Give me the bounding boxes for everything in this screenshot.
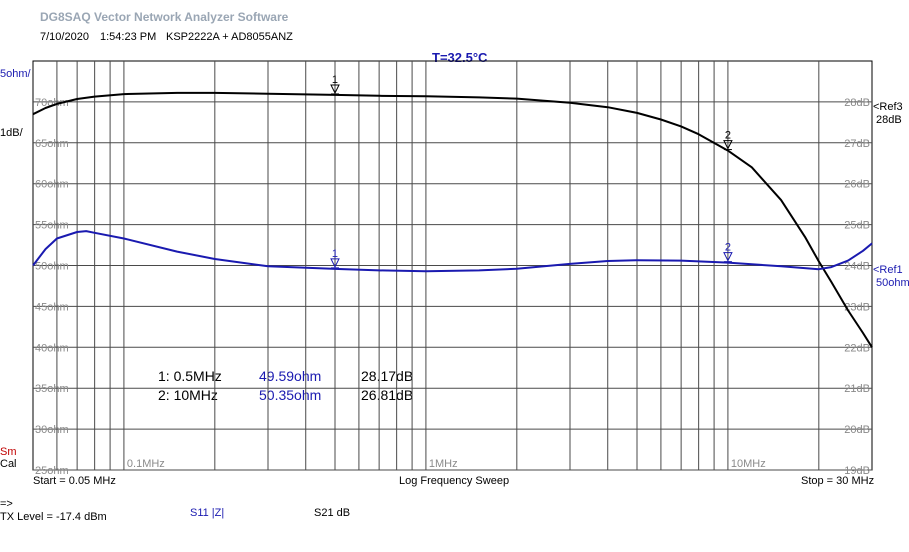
marker-2-gain: 26.81dB — [361, 387, 414, 403]
marker-s11-2-triangle — [723, 252, 733, 262]
series-s11-impedance — [32, 230, 873, 273]
right-tick-label: 25dB — [844, 220, 870, 232]
left-tick-label: 40ohm — [35, 342, 69, 354]
right-tick-label: 19dB — [844, 465, 870, 477]
marker-s21-2-label: 2 — [725, 130, 731, 142]
left-tick-label: 25ohm — [35, 465, 69, 477]
right-tick-label: 24dB — [844, 261, 870, 273]
arrow-indicator: => — [0, 498, 13, 510]
sweep-date: 7/10/2020 — [40, 31, 89, 43]
marker-1-gain: 28.17dB — [361, 368, 414, 384]
left-tick-label: 50ohm — [35, 261, 69, 273]
left-tick-label: 30ohm — [35, 424, 69, 436]
series-s21-gain — [32, 91, 873, 348]
marker-s21-1-label: 1 — [332, 74, 338, 86]
ref1-label: <Ref1 — [873, 264, 903, 276]
right-tick-label: 21dB — [844, 383, 870, 395]
marker-s21-1-triangle — [330, 84, 340, 95]
app-title: DG8SAQ Vector Network Analyzer Software — [40, 10, 289, 24]
x-tick-label: 1MHz — [429, 458, 458, 470]
marker-1-frequency: 1: 0.5MHz — [158, 368, 222, 384]
marker-s11-1-triangle — [330, 258, 340, 268]
ref3-label: <Ref3 — [873, 101, 903, 113]
s21-trace-label[interactable]: S21 dB — [314, 507, 351, 519]
device-label: KSP2222A + AD8055ANZ — [166, 31, 293, 43]
sm-indicator: Sm — [0, 446, 17, 458]
right-tick-label: 28dB — [844, 97, 870, 109]
marker-2-frequency: 2: 10MHz — [158, 387, 218, 403]
x-tick-label: 10MHz — [731, 458, 766, 470]
left-tick-label: 65ohm — [35, 138, 69, 150]
right-tick-label: 26dB — [844, 179, 870, 191]
marker-s21-2-triangle — [723, 140, 733, 150]
marker-s11-2-label: 2 — [725, 242, 731, 254]
right-tick-label: 22dB — [844, 342, 870, 354]
x-tick-label: 0.1MHz — [127, 458, 165, 470]
left-tick-label: 70ohm — [35, 97, 69, 109]
right-tick-label: 27dB — [844, 138, 870, 150]
left-scale-db: 1dB/ — [0, 127, 23, 139]
s11-trace-label[interactable]: S11 |Z| — [190, 507, 225, 519]
cal-indicator: Cal — [0, 458, 17, 470]
right-tick-label: 20dB — [844, 424, 870, 436]
left-tick-label: 35ohm — [35, 383, 69, 395]
ref3-value: 28dB — [876, 114, 902, 126]
left-tick-label: 55ohm — [35, 220, 69, 232]
sweep-type: Log Frequency Sweep — [399, 475, 510, 487]
marker-s11-1-label: 1 — [332, 248, 338, 260]
right-tick-label: 23dB — [844, 301, 870, 313]
left-scale-ohm: 5ohm/ — [0, 68, 31, 80]
left-tick-label: 60ohm — [35, 179, 69, 191]
sweep-time: 1:54:23 PM — [100, 31, 157, 43]
ref1-value: 50ohm — [876, 277, 909, 289]
start-frequency: Start = 0.05 MHz — [33, 475, 116, 487]
tx-level: TX Level = -17.4 dBm — [0, 511, 107, 523]
left-tick-label: 45ohm — [35, 301, 69, 313]
stop-frequency: Stop = 30 MHz — [801, 475, 875, 487]
